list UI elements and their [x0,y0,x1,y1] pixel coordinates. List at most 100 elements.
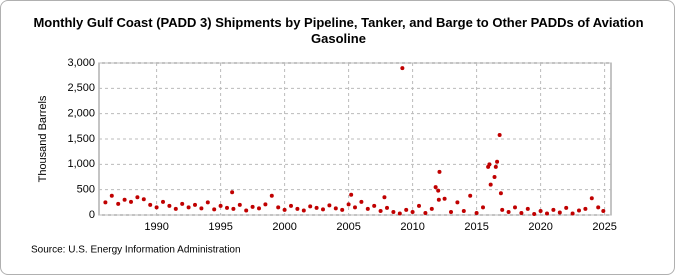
point [492,175,497,179]
point [404,207,409,212]
x-tick-label: 2020 [528,221,552,233]
point [391,209,396,214]
point [244,208,249,213]
point [250,204,255,209]
source: Source: U.S. Energy Information Administ… [31,245,241,256]
x-tick-label: 2005 [336,221,360,233]
point [498,191,503,196]
point [263,202,268,207]
point [193,202,197,207]
y-tick-label: 1,000 [67,158,95,170]
point [449,209,453,214]
point [497,132,502,137]
point [532,211,537,216]
point [423,210,428,215]
point [205,200,210,205]
y-tick-label: 0 [89,209,95,221]
point [161,199,165,204]
x-tick-label: 2010 [400,221,424,233]
y-tick-label: 2,000 [67,108,95,120]
point [103,200,108,205]
point [301,208,306,213]
point [349,192,354,197]
point [327,203,332,208]
point [583,206,588,211]
point [410,209,415,214]
point [230,190,235,195]
point [218,203,223,208]
y-tick-label: 500 [77,184,95,196]
point [225,205,229,210]
point [385,205,389,210]
point [378,208,383,213]
x-tick-label: 2015 [464,221,488,233]
point [570,211,575,216]
x-tick-label: 2000 [272,221,296,233]
point [474,210,479,215]
point [564,205,569,210]
point [116,201,121,206]
point [577,208,581,213]
point [282,207,287,212]
point [257,206,261,211]
point [109,193,114,198]
y-tick-label: 2,500 [67,82,95,94]
point [429,206,434,211]
point [500,207,505,212]
point [129,199,133,204]
point [488,182,493,187]
point [436,197,441,202]
x-tick-label: 2025 [592,221,616,233]
point [481,205,485,210]
point [372,203,377,208]
point [212,207,217,212]
point [289,203,293,208]
point [397,211,402,216]
point [186,205,191,210]
point [601,208,606,213]
point [276,205,281,210]
point [148,202,153,207]
y-axis-label: Thousand Barrels [37,95,49,182]
x-tick-label: 1995 [208,221,232,233]
point [513,205,517,210]
point [400,66,405,71]
point [295,206,300,211]
point [596,205,601,210]
y-tick-label: 1,500 [67,133,95,145]
point [141,197,146,202]
point [436,188,441,193]
point [180,201,185,206]
plot-area [98,62,612,216]
point [417,203,421,208]
point [589,196,594,201]
point [557,210,562,215]
chart-title: Monthly Gulf Coast (PADD 3) Shipments by… [33,15,644,46]
point [382,195,387,200]
point [353,205,357,210]
point [359,199,364,204]
x-tick-label: 1990 [144,221,168,233]
point [487,162,492,167]
point [506,209,511,214]
point [173,206,178,211]
point [365,206,370,211]
point [495,159,500,164]
point [433,185,438,190]
point [308,204,313,209]
point [519,210,524,215]
point [538,208,543,213]
point [333,206,338,211]
point [199,206,204,211]
point [269,193,274,198]
point [525,206,530,211]
y-tick-label: 3,000 [67,57,95,69]
point [135,195,140,200]
point [437,169,442,174]
point [455,200,460,205]
point [122,197,127,202]
point [545,211,549,216]
point [321,207,325,212]
